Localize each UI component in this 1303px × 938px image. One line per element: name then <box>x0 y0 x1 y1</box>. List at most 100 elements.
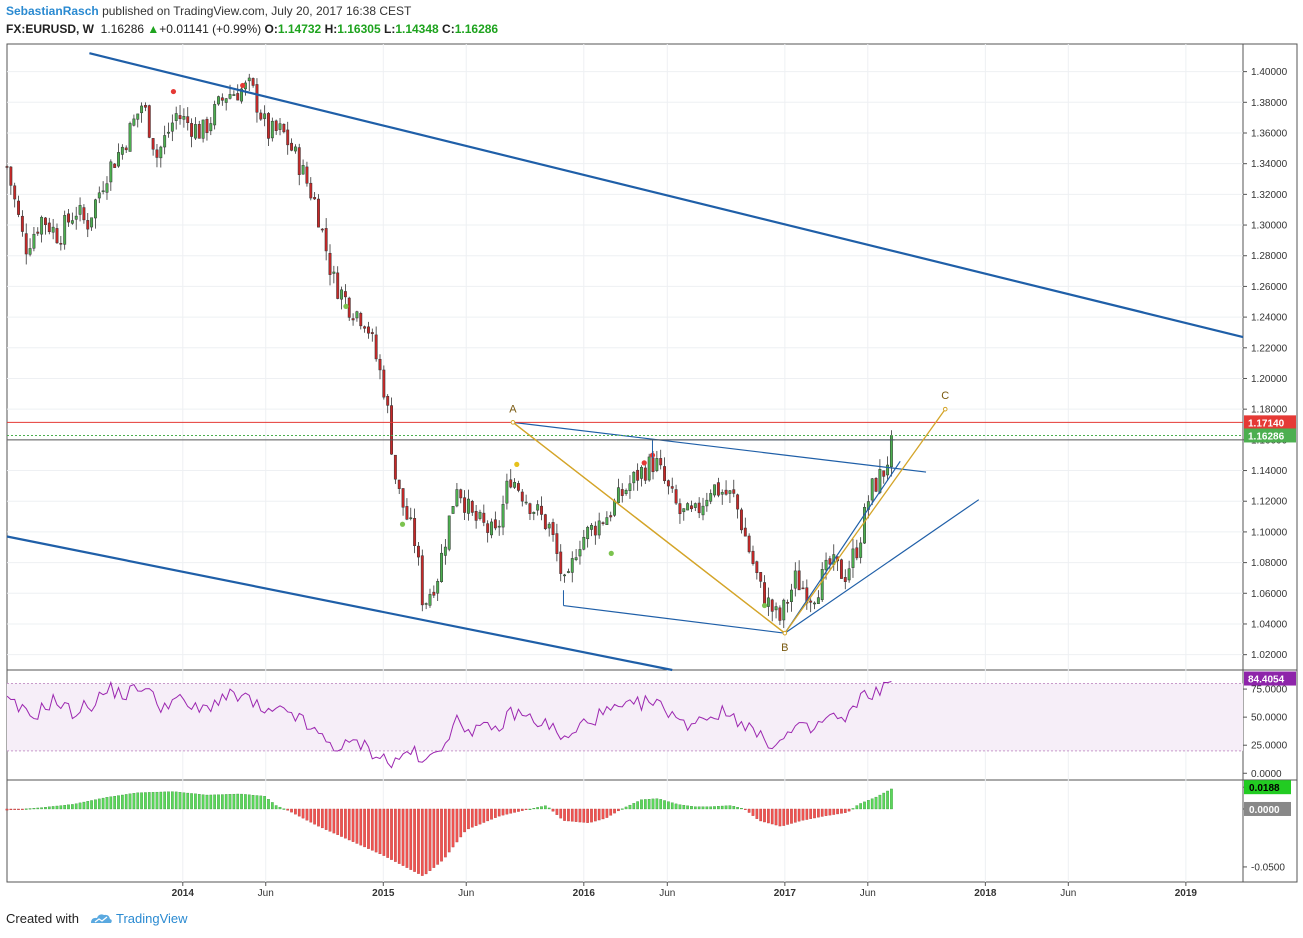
pivot-marker <box>514 461 520 468</box>
ohlc-legend: FX:EURUSD, W 1.16286 ▲+0.01141 (+0.99%) … <box>6 22 498 36</box>
candle-down <box>540 505 543 515</box>
candle-up <box>478 511 482 519</box>
candle-down <box>5 166 9 168</box>
candle-up <box>436 580 440 594</box>
macd-histogram-bar <box>497 808 501 817</box>
candle-down <box>320 228 324 231</box>
pivot-marker <box>240 82 246 89</box>
macd-histogram-bar <box>136 792 140 810</box>
macd-histogram-bar <box>405 808 409 868</box>
macd-label-bg <box>1244 780 1291 795</box>
macd-histogram-bar <box>386 808 390 858</box>
candle-down <box>82 207 86 221</box>
pivot-marker <box>399 521 406 527</box>
trend-line <box>89 52 1244 339</box>
candle-down <box>317 198 320 228</box>
candle-down <box>17 200 20 215</box>
macd-histogram-bar <box>201 794 205 810</box>
y-tick-label: 1.26000 <box>1251 282 1288 293</box>
candle-up <box>647 456 651 481</box>
macd-histogram-bar <box>740 807 743 810</box>
x-tick-label: Jun <box>659 888 675 899</box>
candle-up <box>790 589 793 602</box>
candle-down <box>636 469 640 481</box>
chart-frame <box>6 43 1298 883</box>
candle-down <box>24 233 28 255</box>
candle-up <box>590 524 593 530</box>
macd-histogram-bar <box>674 803 678 810</box>
candle-down <box>113 163 117 168</box>
candle-up <box>167 131 170 134</box>
macd-histogram-bar <box>732 806 736 810</box>
candle-down <box>759 572 763 582</box>
macd-histogram-bar <box>786 808 789 825</box>
macd-histogram-bar <box>678 804 682 810</box>
macd-histogram-bar <box>770 808 774 825</box>
macd-histogram-bar <box>690 806 693 810</box>
tradingview-brand[interactable]: TradingView <box>116 911 188 926</box>
candle-up <box>640 466 643 479</box>
footer: Created with TradingView <box>6 911 188 926</box>
abc-pattern-line <box>512 408 946 635</box>
macd-histogram-bar <box>228 794 232 810</box>
macd-histogram-bar <box>132 793 136 810</box>
author-name[interactable]: SebastianRasch <box>6 4 99 18</box>
macd-histogram-bar <box>832 808 836 815</box>
candle-down <box>324 228 328 252</box>
macd-histogram-bar <box>817 808 820 818</box>
macd-histogram-bar <box>805 808 809 820</box>
tradingview-cloud-icon[interactable] <box>89 911 113 925</box>
macd-histogram-bar <box>378 808 382 855</box>
x-tick-label: 2018 <box>974 888 997 899</box>
candle-up <box>728 490 732 494</box>
candle-down <box>305 166 309 184</box>
candle-down <box>724 489 728 495</box>
macd-histogram-bar <box>705 806 709 810</box>
candle-up <box>613 500 617 516</box>
macd-histogram-bar <box>394 808 397 862</box>
macd-histogram-bar <box>605 808 609 818</box>
candle-down <box>255 84 259 113</box>
y-tick-label: 1.10000 <box>1251 527 1288 538</box>
trend-line <box>784 460 901 634</box>
macd-histogram-bar <box>536 807 539 810</box>
candle-down <box>743 527 747 537</box>
macd-histogram-bar <box>124 794 128 810</box>
macd-histogram-bar <box>286 808 290 811</box>
macd-histogram-bar <box>113 795 117 810</box>
macd-histogram-bar <box>417 808 420 874</box>
abc-point <box>510 420 516 425</box>
macd-histogram-bar <box>709 806 713 810</box>
macd-histogram-bar <box>701 806 705 810</box>
macd-histogram-bar <box>451 808 455 848</box>
candle-up <box>466 498 470 514</box>
macd-histogram-bar <box>667 801 670 810</box>
candle-up <box>501 504 505 528</box>
candle-up <box>532 511 536 514</box>
trend-line <box>512 421 927 473</box>
candle-up <box>605 517 609 526</box>
macd-histogram-bar <box>874 796 878 810</box>
macd-histogram-bar <box>359 808 363 846</box>
macd-histogram-bar <box>220 794 224 810</box>
macd-histogram-bar <box>186 792 190 810</box>
candle-down <box>678 503 682 515</box>
x-tick-label: 2015 <box>372 888 395 899</box>
macd-histogram-bar <box>528 808 532 810</box>
macd-histogram-bar <box>167 791 170 810</box>
candle-down <box>9 166 13 186</box>
candle-down <box>282 123 286 133</box>
macd-histogram-bar <box>663 800 666 810</box>
macd-histogram-bar <box>882 792 886 810</box>
candle-up <box>440 552 443 582</box>
candle-down <box>801 587 805 590</box>
macd-histogram-bar <box>336 808 340 835</box>
candle-up <box>247 77 251 82</box>
x-tick-label: 2017 <box>774 888 797 899</box>
macd-histogram-bar <box>778 808 782 827</box>
macd-histogram-bar <box>751 808 755 816</box>
macd-histogram-bar <box>790 808 793 824</box>
macd-histogram-bar <box>467 808 470 830</box>
macd-histogram-bar <box>743 808 747 810</box>
